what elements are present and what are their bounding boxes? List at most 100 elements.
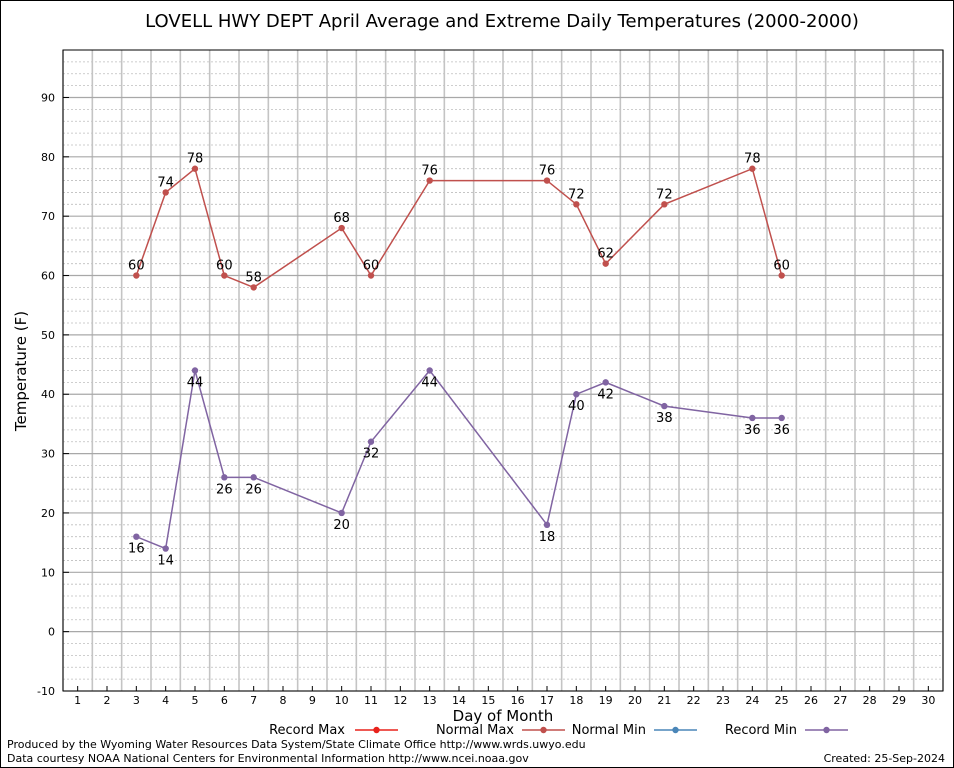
chart-title: LOVELL HWY DEPT April Average and Extrem… xyxy=(145,11,859,32)
legend-label: Record Max xyxy=(269,723,345,738)
legend: Record Max Normal Max Normal Min Record Min xyxy=(269,723,848,738)
x-axis-ticks: 1 2 3 4 5 6 7 8 9 10 11 12 13 14 15 16 17 18 19 20 21 22 23 24 2… xyxy=(74,686,935,707)
x-tick-label: 27 xyxy=(833,694,847,707)
data-point xyxy=(338,509,345,517)
data-point xyxy=(367,272,375,279)
data-point xyxy=(221,272,228,279)
x-tick-label: 29 xyxy=(892,694,906,707)
data-label: 62 xyxy=(597,247,614,262)
data-point xyxy=(426,367,433,374)
data-label: 16 xyxy=(128,542,145,557)
x-tick-label: 13 xyxy=(423,694,437,707)
data-point xyxy=(749,165,756,172)
y-tick-label: 50 xyxy=(41,329,55,342)
y-tick-label: 0 xyxy=(48,626,55,639)
major-gridlines xyxy=(62,50,944,692)
x-tick-label: 25 xyxy=(775,694,789,707)
data-point xyxy=(133,272,140,279)
data-label: 60 xyxy=(363,259,380,274)
data-point xyxy=(250,284,257,291)
data-point xyxy=(778,414,785,422)
data-label: 76 xyxy=(539,164,556,179)
data-label: 78 xyxy=(744,152,761,167)
y-tick-label: 90 xyxy=(41,91,55,104)
legend-marker xyxy=(672,726,679,734)
data-label: 44 xyxy=(421,376,438,391)
data-point xyxy=(661,201,668,208)
legend-item-record-min: Record Min xyxy=(725,723,848,738)
x-tick-label: 8 xyxy=(280,694,287,707)
series-layer: 60 74 78 60 58 68 60 76 76 72 62 72 78 60 16 14 44 26 26 20… xyxy=(128,152,790,569)
y-tick-label: -10 xyxy=(37,685,55,698)
data-point xyxy=(133,533,140,540)
x-tick-label: 6 xyxy=(221,694,228,707)
y-tick-label: 20 xyxy=(41,507,55,520)
data-point xyxy=(221,474,228,481)
data-point xyxy=(543,177,551,184)
data-point xyxy=(191,165,199,172)
data-label: 40 xyxy=(568,399,585,414)
x-tick-label: 15 xyxy=(481,694,495,707)
x-tick-label: 9 xyxy=(309,694,316,707)
data-label: 32 xyxy=(363,447,380,462)
x-tick-label: 24 xyxy=(745,694,759,707)
data-label: 36 xyxy=(744,423,761,438)
legend-item-record-max: Record Max xyxy=(269,723,398,738)
data-point xyxy=(367,438,375,445)
y-tick-label: 80 xyxy=(41,151,55,164)
data-point xyxy=(162,545,169,552)
x-tick-label: 21 xyxy=(657,694,671,707)
data-point xyxy=(749,414,756,422)
x-tick-label: 23 xyxy=(716,694,730,707)
x-tick-label: 2 xyxy=(104,694,111,707)
data-label: 74 xyxy=(157,175,174,190)
data-point xyxy=(661,402,668,410)
x-tick-label: 10 xyxy=(335,694,349,707)
y-tick-label: 70 xyxy=(41,210,55,223)
data-label: 60 xyxy=(773,259,790,274)
legend-label: Normal Max xyxy=(436,723,514,738)
legend-label: Normal Min xyxy=(572,723,646,738)
footer-data-courtesy: Data courtesy NOAA National Centers for … xyxy=(7,752,529,765)
x-tick-label: 26 xyxy=(804,694,818,707)
legend-item-normal-max: Normal Max xyxy=(436,723,565,738)
x-tick-label: 28 xyxy=(863,694,877,707)
data-point xyxy=(602,379,609,386)
data-point xyxy=(602,260,609,267)
y-tick-label: 30 xyxy=(41,448,55,461)
x-tick-label: 4 xyxy=(162,694,169,707)
footer-created-date: Created: 25-Sep-2024 xyxy=(824,752,945,765)
legend-label: Record Min xyxy=(725,723,797,738)
data-point xyxy=(191,367,199,374)
x-tick-label: 3 xyxy=(133,694,140,707)
x-axis-title: Day of Month xyxy=(453,707,554,725)
legend-marker xyxy=(540,726,547,734)
x-tick-label: 17 xyxy=(540,694,554,707)
data-label: 78 xyxy=(187,152,204,167)
data-label: 60 xyxy=(216,259,233,274)
x-tick-label: 14 xyxy=(452,694,466,707)
data-point xyxy=(543,521,551,529)
data-label: 72 xyxy=(568,187,585,202)
data-label: 44 xyxy=(187,376,204,391)
data-point xyxy=(338,224,345,232)
legend-marker xyxy=(373,726,380,734)
series-normal-max: 60 74 78 60 58 68 60 76 76 72 62 72 78 60 xyxy=(128,152,790,291)
y-axis-ticks: -10 0 10 20 30 40 50 60 70 80 90 xyxy=(37,91,69,698)
x-tick-label: 22 xyxy=(687,694,701,707)
data-label: 14 xyxy=(157,554,174,569)
x-tick-label: 11 xyxy=(364,694,378,707)
data-point xyxy=(573,201,580,208)
data-point xyxy=(162,189,169,196)
y-tick-label: 40 xyxy=(41,388,55,401)
series-record-min: 16 14 44 26 26 20 32 44 18 40 42 38 36 36 xyxy=(128,367,790,569)
plot-border xyxy=(62,49,944,692)
x-tick-label: 18 xyxy=(569,694,583,707)
x-tick-label: 16 xyxy=(511,694,525,707)
data-label: 26 xyxy=(216,482,233,497)
data-label: 18 xyxy=(539,530,556,545)
data-label: 60 xyxy=(128,259,145,274)
data-label: 38 xyxy=(656,411,673,426)
data-point xyxy=(778,272,785,279)
